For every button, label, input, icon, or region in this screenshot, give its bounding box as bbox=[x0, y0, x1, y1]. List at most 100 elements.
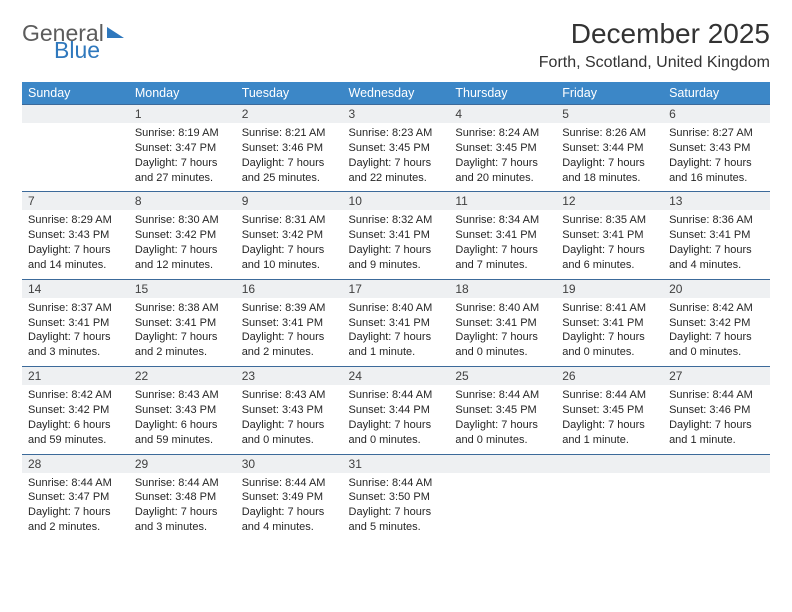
day-number: 20 bbox=[663, 279, 770, 298]
location-text: Forth, Scotland, United Kingdom bbox=[539, 54, 770, 72]
day-number: 21 bbox=[22, 366, 129, 385]
day-body: Sunrise: 8:42 AMSunset: 3:42 PMDaylight:… bbox=[663, 298, 770, 366]
calendar-cell: 22Sunrise: 8:43 AMSunset: 3:43 PMDayligh… bbox=[129, 366, 236, 453]
day-number: 23 bbox=[236, 366, 343, 385]
day-body: Sunrise: 8:40 AMSunset: 3:41 PMDaylight:… bbox=[449, 298, 556, 366]
day-body: Sunrise: 8:42 AMSunset: 3:42 PMDaylight:… bbox=[22, 385, 129, 453]
day-body: Sunrise: 8:39 AMSunset: 3:41 PMDaylight:… bbox=[236, 298, 343, 366]
calendar-cell bbox=[663, 454, 770, 541]
calendar-cell: 12Sunrise: 8:35 AMSunset: 3:41 PMDayligh… bbox=[556, 191, 663, 278]
calendar-cell: 3Sunrise: 8:23 AMSunset: 3:45 PMDaylight… bbox=[343, 104, 450, 191]
day-number: 7 bbox=[22, 191, 129, 210]
day-body: Sunrise: 8:44 AMSunset: 3:48 PMDaylight:… bbox=[129, 473, 236, 541]
day-body: Sunrise: 8:44 AMSunset: 3:50 PMDaylight:… bbox=[343, 473, 450, 541]
weekday-header: Thursday bbox=[449, 82, 556, 104]
calendar-cell: 24Sunrise: 8:44 AMSunset: 3:44 PMDayligh… bbox=[343, 366, 450, 453]
day-body: Sunrise: 8:44 AMSunset: 3:49 PMDaylight:… bbox=[236, 473, 343, 541]
day-body: Sunrise: 8:40 AMSunset: 3:41 PMDaylight:… bbox=[343, 298, 450, 366]
calendar-cell: 6Sunrise: 8:27 AMSunset: 3:43 PMDaylight… bbox=[663, 104, 770, 191]
calendar-cell: 21Sunrise: 8:42 AMSunset: 3:42 PMDayligh… bbox=[22, 366, 129, 453]
day-number: 27 bbox=[663, 366, 770, 385]
calendar-cell: 29Sunrise: 8:44 AMSunset: 3:48 PMDayligh… bbox=[129, 454, 236, 541]
day-number: 31 bbox=[343, 454, 450, 473]
day-number: 2 bbox=[236, 104, 343, 123]
day-body: Sunrise: 8:43 AMSunset: 3:43 PMDaylight:… bbox=[236, 385, 343, 453]
day-body: Sunrise: 8:35 AMSunset: 3:41 PMDaylight:… bbox=[556, 210, 663, 278]
day-number: 15 bbox=[129, 279, 236, 298]
day-number: 16 bbox=[236, 279, 343, 298]
day-body: Sunrise: 8:26 AMSunset: 3:44 PMDaylight:… bbox=[556, 123, 663, 191]
day-number-blank bbox=[556, 454, 663, 473]
calendar-cell: 9Sunrise: 8:31 AMSunset: 3:42 PMDaylight… bbox=[236, 191, 343, 278]
sail-icon bbox=[107, 27, 124, 38]
day-number: 4 bbox=[449, 104, 556, 123]
day-number: 30 bbox=[236, 454, 343, 473]
day-body: Sunrise: 8:27 AMSunset: 3:43 PMDaylight:… bbox=[663, 123, 770, 191]
day-body: Sunrise: 8:44 AMSunset: 3:45 PMDaylight:… bbox=[449, 385, 556, 453]
day-body: Sunrise: 8:38 AMSunset: 3:41 PMDaylight:… bbox=[129, 298, 236, 366]
calendar-cell: 14Sunrise: 8:37 AMSunset: 3:41 PMDayligh… bbox=[22, 279, 129, 366]
calendar-row: 21Sunrise: 8:42 AMSunset: 3:42 PMDayligh… bbox=[22, 366, 770, 453]
calendar-table: Sunday Monday Tuesday Wednesday Thursday… bbox=[22, 82, 770, 541]
calendar-row: 28Sunrise: 8:44 AMSunset: 3:47 PMDayligh… bbox=[22, 454, 770, 541]
day-body: Sunrise: 8:44 AMSunset: 3:45 PMDaylight:… bbox=[556, 385, 663, 453]
weekday-header: Saturday bbox=[663, 82, 770, 104]
calendar-cell: 4Sunrise: 8:24 AMSunset: 3:45 PMDaylight… bbox=[449, 104, 556, 191]
weekday-header: Friday bbox=[556, 82, 663, 104]
day-body: Sunrise: 8:44 AMSunset: 3:47 PMDaylight:… bbox=[22, 473, 129, 541]
calendar-cell: 26Sunrise: 8:44 AMSunset: 3:45 PMDayligh… bbox=[556, 366, 663, 453]
calendar-cell: 18Sunrise: 8:40 AMSunset: 3:41 PMDayligh… bbox=[449, 279, 556, 366]
calendar-cell: 16Sunrise: 8:39 AMSunset: 3:41 PMDayligh… bbox=[236, 279, 343, 366]
calendar-cell: 25Sunrise: 8:44 AMSunset: 3:45 PMDayligh… bbox=[449, 366, 556, 453]
calendar-cell: 1Sunrise: 8:19 AMSunset: 3:47 PMDaylight… bbox=[129, 104, 236, 191]
day-number: 9 bbox=[236, 191, 343, 210]
calendar-cell: 5Sunrise: 8:26 AMSunset: 3:44 PMDaylight… bbox=[556, 104, 663, 191]
day-body: Sunrise: 8:21 AMSunset: 3:46 PMDaylight:… bbox=[236, 123, 343, 191]
day-body: Sunrise: 8:36 AMSunset: 3:41 PMDaylight:… bbox=[663, 210, 770, 278]
day-body: Sunrise: 8:19 AMSunset: 3:47 PMDaylight:… bbox=[129, 123, 236, 191]
weekday-header: Tuesday bbox=[236, 82, 343, 104]
calendar-cell: 7Sunrise: 8:29 AMSunset: 3:43 PMDaylight… bbox=[22, 191, 129, 278]
calendar-cell: 20Sunrise: 8:42 AMSunset: 3:42 PMDayligh… bbox=[663, 279, 770, 366]
day-number-blank bbox=[663, 454, 770, 473]
calendar-cell: 2Sunrise: 8:21 AMSunset: 3:46 PMDaylight… bbox=[236, 104, 343, 191]
day-number: 26 bbox=[556, 366, 663, 385]
calendar-cell: 31Sunrise: 8:44 AMSunset: 3:50 PMDayligh… bbox=[343, 454, 450, 541]
day-body: Sunrise: 8:41 AMSunset: 3:41 PMDaylight:… bbox=[556, 298, 663, 366]
day-number: 24 bbox=[343, 366, 450, 385]
day-body: Sunrise: 8:34 AMSunset: 3:41 PMDaylight:… bbox=[449, 210, 556, 278]
calendar-cell: 13Sunrise: 8:36 AMSunset: 3:41 PMDayligh… bbox=[663, 191, 770, 278]
day-number: 13 bbox=[663, 191, 770, 210]
day-body: Sunrise: 8:44 AMSunset: 3:46 PMDaylight:… bbox=[663, 385, 770, 453]
weekday-header-row: Sunday Monday Tuesday Wednesday Thursday… bbox=[22, 82, 770, 104]
day-body: Sunrise: 8:43 AMSunset: 3:43 PMDaylight:… bbox=[129, 385, 236, 453]
day-number-blank bbox=[449, 454, 556, 473]
day-number: 1 bbox=[129, 104, 236, 123]
day-number-blank bbox=[22, 104, 129, 123]
calendar-cell bbox=[449, 454, 556, 541]
day-number: 5 bbox=[556, 104, 663, 123]
day-body: Sunrise: 8:23 AMSunset: 3:45 PMDaylight:… bbox=[343, 123, 450, 191]
calendar-cell: 17Sunrise: 8:40 AMSunset: 3:41 PMDayligh… bbox=[343, 279, 450, 366]
day-body: Sunrise: 8:37 AMSunset: 3:41 PMDaylight:… bbox=[22, 298, 129, 366]
day-number: 28 bbox=[22, 454, 129, 473]
calendar-cell: 23Sunrise: 8:43 AMSunset: 3:43 PMDayligh… bbox=[236, 366, 343, 453]
calendar-cell: 30Sunrise: 8:44 AMSunset: 3:49 PMDayligh… bbox=[236, 454, 343, 541]
day-number: 8 bbox=[129, 191, 236, 210]
day-body: Sunrise: 8:44 AMSunset: 3:44 PMDaylight:… bbox=[343, 385, 450, 453]
day-number: 14 bbox=[22, 279, 129, 298]
calendar-cell: 19Sunrise: 8:41 AMSunset: 3:41 PMDayligh… bbox=[556, 279, 663, 366]
day-number: 29 bbox=[129, 454, 236, 473]
calendar-cell: 8Sunrise: 8:30 AMSunset: 3:42 PMDaylight… bbox=[129, 191, 236, 278]
day-number: 17 bbox=[343, 279, 450, 298]
day-number: 10 bbox=[343, 191, 450, 210]
day-body: Sunrise: 8:29 AMSunset: 3:43 PMDaylight:… bbox=[22, 210, 129, 278]
calendar-cell: 15Sunrise: 8:38 AMSunset: 3:41 PMDayligh… bbox=[129, 279, 236, 366]
calendar-cell: 27Sunrise: 8:44 AMSunset: 3:46 PMDayligh… bbox=[663, 366, 770, 453]
day-number: 18 bbox=[449, 279, 556, 298]
day-body: Sunrise: 8:24 AMSunset: 3:45 PMDaylight:… bbox=[449, 123, 556, 191]
calendar-cell bbox=[22, 104, 129, 191]
title-block: December 2025 Forth, Scotland, United Ki… bbox=[539, 18, 770, 72]
day-number: 12 bbox=[556, 191, 663, 210]
logo-text-blue: Blue bbox=[54, 39, 124, 62]
